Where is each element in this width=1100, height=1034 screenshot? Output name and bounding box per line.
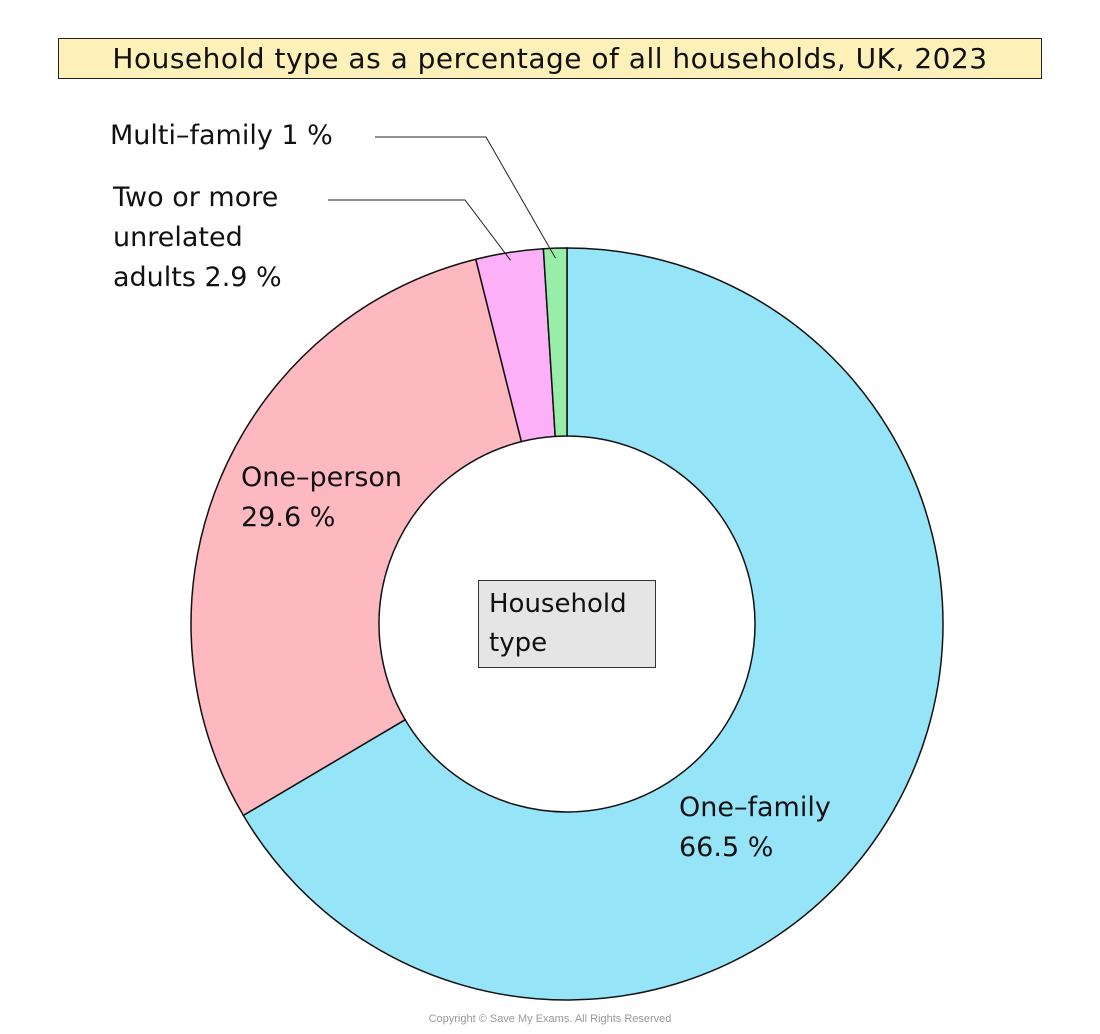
leader-line-unrelated-adults <box>328 199 511 261</box>
copyright-text: Copyright © Save My Exams. All Rights Re… <box>428 1013 672 1025</box>
leader-line-multi-family <box>375 136 556 259</box>
slice-label-one-person-name: One–person <box>241 462 403 493</box>
slice-label-one-family-name: One–family <box>679 792 831 823</box>
slice-label-unrelated-line-3: adults 2.9 % <box>113 262 282 293</box>
slice-label-two-or-more-unrelated-adults: Two or more unrelated adults 2.9 % <box>113 178 282 298</box>
slice-label-unrelated-line-1: Two or more <box>113 182 279 213</box>
slice-multi-family <box>542 247 568 438</box>
slice-label-multi-family: Multi–family 1 % <box>110 116 333 156</box>
slice-one-family <box>242 247 944 1001</box>
center-label-box: Household type <box>478 580 656 668</box>
slice-one-person <box>190 258 523 817</box>
slice-label-one-family: One–family 66.5 % <box>679 788 831 868</box>
slice-label-one-family-value: 66.5 % <box>679 832 774 863</box>
slice-label-multi-family-text: Multi–family 1 % <box>110 120 333 151</box>
slice-label-one-person-value: 29.6 % <box>241 502 336 533</box>
slice-label-unrelated-line-2: unrelated <box>113 222 243 253</box>
chart-title: Household type as a percentage of all ho… <box>58 38 1042 79</box>
slice-label-one-person: One–person 29.6 % <box>241 458 402 538</box>
